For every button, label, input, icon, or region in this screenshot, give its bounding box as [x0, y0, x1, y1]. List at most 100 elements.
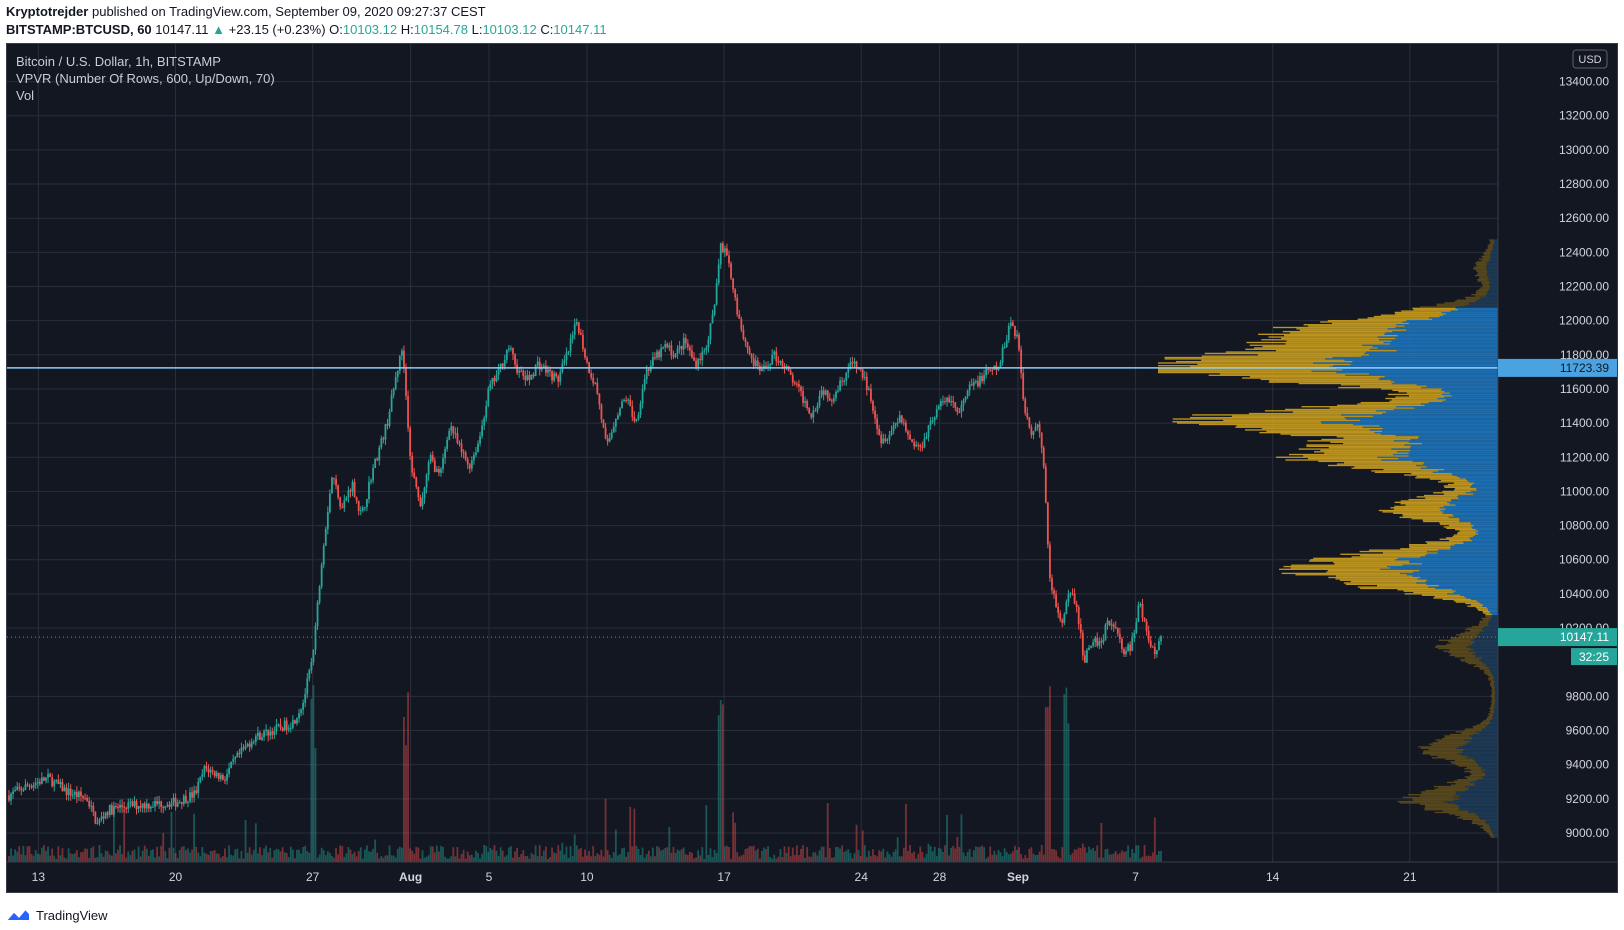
vp-up-row: [1490, 254, 1498, 256]
volume-bar: [927, 843, 930, 862]
vp-down-row: [1333, 561, 1410, 564]
vp-up-row: [1468, 810, 1498, 812]
candle-body: [526, 375, 529, 381]
vp-down-row: [1242, 377, 1380, 379]
chart-area[interactable]: 13400.00 13200.00 13000.00 12800.00 12600.00…: [6, 43, 1618, 893]
vp-down-row: [1449, 539, 1473, 542]
volume-bar: [765, 849, 767, 862]
tradingview-logo-icon[interactable]: [6, 908, 30, 922]
candle-body: [378, 447, 381, 461]
candle-body: [970, 384, 973, 386]
vp-up-row: [1386, 411, 1498, 413]
volume-bar: [472, 857, 475, 862]
vp-up-row: [1451, 395, 1498, 397]
volume-bar: [201, 847, 204, 862]
volume-bar: [684, 854, 687, 862]
vp-down-row: [1327, 464, 1417, 467]
vp-down-row: [1478, 609, 1489, 611]
vp-down-row: [1275, 350, 1397, 352]
vp-up-row: [1361, 355, 1498, 357]
candle-body: [639, 403, 642, 415]
volume-bar: [131, 850, 134, 862]
candle-body: [672, 355, 675, 357]
vp-down-row: [1158, 369, 1343, 371]
volume-bar: [296, 849, 298, 862]
vp-down-row: [1208, 374, 1346, 376]
candle-body: [479, 436, 481, 444]
vp-up-row: [1470, 740, 1498, 743]
candle-body: [676, 348, 679, 354]
candle-body: [129, 801, 132, 803]
volume-bar: [294, 858, 296, 862]
vp-up-row: [1447, 593, 1498, 595]
vp-down-row: [1491, 688, 1495, 691]
vp-up-row: [1456, 792, 1498, 795]
legend-volume[interactable]: Vol: [16, 88, 35, 103]
candle-body: [654, 357, 656, 359]
vp-down-row: [1475, 274, 1487, 277]
volume-bar: [579, 848, 582, 862]
price-chart-svg[interactable]: 13400.0013200.0013000.0012800.0012600.00…: [7, 44, 1617, 892]
footer-brand[interactable]: TradingView: [36, 907, 108, 923]
vp-up-row: [1428, 317, 1498, 319]
vp-down-row: [1394, 501, 1448, 504]
vp-up-row: [1426, 579, 1498, 581]
vp-down-row: [1462, 818, 1480, 820]
vp-up-row: [1489, 288, 1498, 290]
volume-bar: [1100, 822, 1103, 862]
candle-body: [1075, 603, 1078, 608]
volume-bar: [528, 858, 531, 862]
candle-body: [302, 702, 305, 710]
candle-body: [63, 787, 66, 792]
vp-down-row: [1290, 567, 1391, 569]
vp-down-row: [1359, 550, 1427, 553]
volume-bar: [18, 846, 21, 862]
vp-up-row: [1494, 682, 1498, 684]
legend-indicator[interactable]: VPVR (Number Of Rows, 600, Up/Down, 70): [16, 71, 275, 86]
volume-bar: [55, 858, 58, 862]
volume-bar: [1001, 856, 1004, 862]
candle-body: [47, 774, 49, 778]
vp-up-row: [1488, 609, 1498, 611]
volume-bar: [968, 848, 971, 862]
vp-down-row: [1454, 300, 1476, 303]
author-name[interactable]: Kryptotrejder: [6, 4, 89, 19]
candle-body: [1123, 649, 1125, 655]
vp-up-row: [1474, 641, 1498, 643]
legend-title[interactable]: Bitcoin / U.S. Dollar, 1h, BITSTAMP: [16, 54, 221, 69]
vp-up-row: [1391, 382, 1498, 385]
vp-down-row: [1371, 470, 1438, 472]
volume-bar: [678, 850, 681, 862]
countdown-label: 32:25: [1579, 650, 1609, 664]
candle-body: [1042, 447, 1045, 467]
candle-body: [32, 785, 35, 788]
vp-up-row: [1379, 339, 1498, 341]
vp-down-row: [1453, 482, 1475, 484]
vp-down-row: [1455, 731, 1476, 733]
vp-down-row: [1176, 360, 1353, 363]
candle-body: [942, 401, 944, 403]
candle-body: [596, 382, 599, 394]
volume-bar: [524, 856, 527, 862]
volume-bar: [890, 856, 893, 862]
candle-body: [892, 425, 895, 432]
vp-down-row: [1400, 503, 1450, 505]
volume-bar: [637, 848, 640, 862]
vp-down-row: [1460, 632, 1479, 635]
vp-up-row: [1383, 341, 1498, 344]
candle-body: [207, 768, 210, 773]
candle-body: [353, 481, 356, 498]
vp-up-row: [1486, 262, 1498, 264]
vp-up-row: [1477, 299, 1498, 301]
candle-body: [137, 805, 140, 809]
vp-down-row: [1351, 467, 1421, 469]
vp-up-row: [1398, 457, 1498, 460]
vp-down-row: [1421, 594, 1461, 596]
volume-bar: [787, 846, 790, 862]
candle-body: [1131, 637, 1134, 651]
vp-up-row: [1488, 621, 1498, 624]
candle-body: [312, 649, 315, 663]
volume-bar: [699, 855, 702, 862]
vp-down-row: [1490, 684, 1495, 687]
candle-body: [240, 747, 243, 754]
